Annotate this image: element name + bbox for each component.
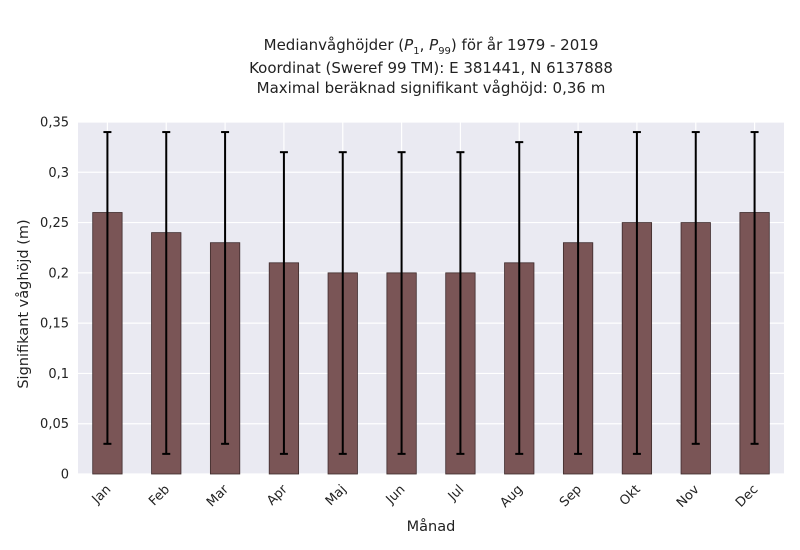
x-tick-label: Nov (674, 482, 703, 511)
x-tick-label: Apr (264, 482, 291, 509)
x-tick-label: Feb (146, 482, 173, 509)
error-bars (103, 131, 759, 455)
x-tick-label: Maj (323, 482, 350, 509)
x-tick-label: Jul (445, 482, 467, 504)
y-tick-label: 0,1 (48, 367, 69, 382)
y-tick-label: 0,2 (48, 266, 69, 281)
x-tick-label: Aug (498, 482, 527, 511)
chart-title-line-3: Maximal beräknad signifikant våghöjd: 0,… (256, 79, 606, 97)
x-tick-label: Jun (383, 482, 409, 508)
x-tick-labels: Jan Feb Mar Apr Maj Jun Jul Aug Sep Okt Nov Dec (89, 482, 762, 511)
x-tick-label: Mar (204, 482, 232, 510)
x-tick-label: Dec (733, 482, 761, 510)
y-tick-label: 0,15 (40, 317, 69, 332)
chart-title-line-1: Medianvåghöjder (P1, P99) för år 1979 - … (263, 36, 599, 57)
y-tick-label: 0,3 (48, 166, 69, 181)
y-tick-label: 0,25 (40, 216, 69, 231)
x-tick-label: Jan (89, 482, 114, 507)
plot-area (78, 122, 784, 474)
x-axis-label: Månad (407, 518, 456, 535)
chart-title-line-2: Koordinat (Sweref 99 TM): E 381441, N 61… (249, 59, 613, 77)
x-tick-label: Okt (617, 482, 644, 509)
y-axis-label: Signifikant våghöjd (m) (15, 219, 32, 388)
y-tick-label: 0,35 (40, 116, 69, 131)
y-tick-labels: 0 0,05 0,1 0,15 0,2 0,25 0,3 0,35 (40, 116, 69, 483)
y-tick-label: 0,05 (40, 417, 69, 432)
x-tick-label: Sep (557, 482, 585, 510)
y-tick-label: 0 (61, 468, 69, 483)
